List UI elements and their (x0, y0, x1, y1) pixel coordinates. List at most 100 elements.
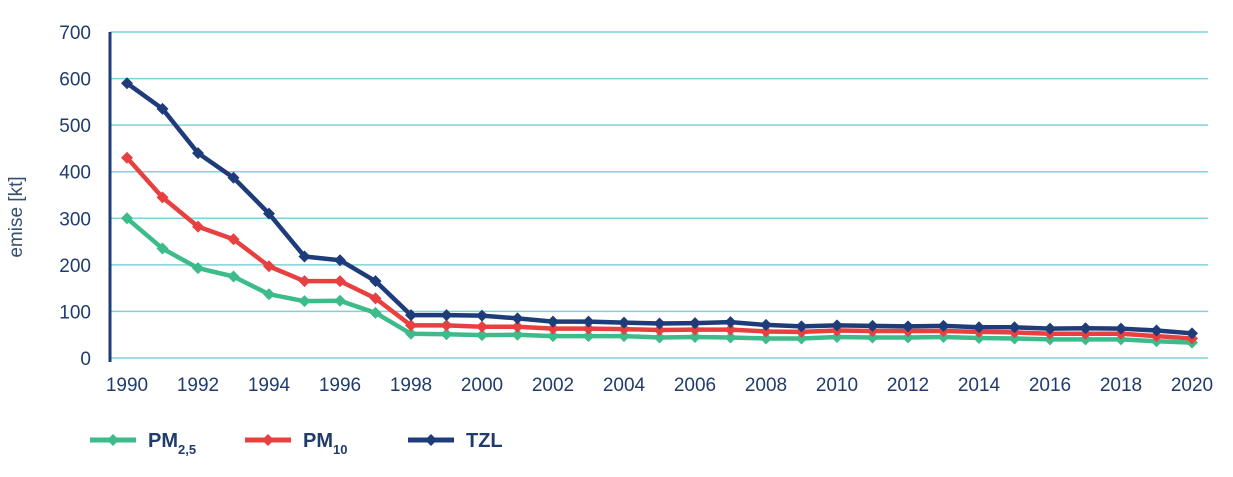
data-point (831, 331, 843, 344)
data-point (1115, 322, 1127, 335)
data-point (121, 212, 133, 225)
data-point (192, 262, 204, 275)
data-point (121, 77, 133, 90)
data-point (547, 322, 559, 335)
y-tick-label: 300 (59, 209, 91, 230)
data-point (937, 331, 950, 344)
data-point (689, 323, 701, 336)
y-tick-label: 200 (59, 256, 91, 277)
data-point (689, 317, 701, 330)
data-point (156, 102, 169, 115)
x-tick-label: 2012 (887, 375, 929, 396)
x-tick-label: 1992 (177, 375, 219, 396)
data-point (795, 320, 808, 333)
legend-item: PM10 (245, 430, 347, 457)
legend-label: TZL (466, 430, 503, 452)
data-point (866, 331, 879, 344)
data-point (405, 319, 417, 332)
y-tick-label: 100 (59, 302, 91, 323)
data-point (227, 171, 240, 184)
data-point (511, 328, 524, 341)
data-point (476, 320, 488, 333)
y-tick-label: 700 (59, 23, 91, 44)
data-point (192, 220, 204, 233)
data-point (298, 295, 311, 308)
data-point (405, 327, 417, 340)
data-point (937, 319, 950, 332)
series-lines (121, 77, 1198, 349)
data-point (547, 330, 559, 343)
data-point (156, 242, 169, 255)
data-point (724, 331, 737, 344)
data-point (298, 275, 311, 288)
x-tick-label: 2002 (532, 375, 574, 396)
data-point (156, 191, 169, 204)
data-point (334, 294, 346, 307)
legend-marker (262, 434, 274, 446)
data-point (369, 306, 382, 319)
data-point (227, 233, 240, 246)
data-point (121, 151, 133, 164)
y-axis-label: emise [kt] (6, 176, 27, 257)
data-point (511, 312, 524, 325)
data-point (1008, 332, 1021, 345)
legend-label: PM2,5 (148, 430, 196, 457)
data-point (653, 331, 666, 344)
data-point (369, 275, 382, 288)
data-point (1186, 327, 1198, 340)
x-tick-label: 1994 (248, 375, 291, 396)
data-point (227, 270, 240, 283)
x-axis-ticks: 1990 1992 1994 1996 1998 2000 2002 2004 2006 2008… (106, 375, 1213, 396)
data-point (1008, 321, 1021, 334)
data-point (476, 309, 488, 322)
data-point (440, 328, 453, 341)
data-point (582, 330, 595, 343)
data-point (831, 319, 843, 332)
data-point (973, 331, 985, 344)
data-point (263, 288, 275, 301)
series-pm10 (121, 151, 1198, 345)
y-axis-ticks: 0 100 200 300 400 500 600 700 (59, 23, 91, 370)
y-tick-label: 0 (80, 349, 91, 370)
legend-item: TZL (408, 430, 503, 452)
x-tick-label: 2016 (1029, 375, 1071, 396)
data-point (973, 321, 985, 334)
x-tick-label: 2018 (1100, 375, 1142, 396)
legend-item: PM2,5 (90, 430, 196, 457)
data-point (582, 322, 595, 335)
data-point (689, 331, 701, 344)
data-point (547, 315, 559, 328)
series-tzl (121, 77, 1198, 340)
data-point (369, 292, 382, 305)
data-point (618, 316, 630, 329)
data-point (902, 320, 914, 333)
legend-marker (107, 434, 119, 446)
data-point (405, 309, 417, 322)
grid-lines (110, 31, 1208, 359)
data-point (760, 318, 772, 331)
data-point (582, 315, 595, 328)
data-point (795, 332, 808, 345)
x-tick-label: 1996 (319, 375, 361, 396)
y-tick-label: 500 (59, 116, 91, 137)
x-tick-label: 2006 (674, 375, 716, 396)
x-tick-label: 2000 (461, 375, 503, 396)
data-point (724, 316, 737, 329)
data-point (866, 319, 879, 332)
data-point (440, 309, 453, 322)
y-tick-label: 400 (59, 163, 91, 184)
data-point (334, 254, 346, 267)
data-point (440, 319, 453, 332)
data-point (263, 260, 275, 273)
x-tick-label: 1998 (390, 375, 432, 396)
data-point (653, 324, 666, 337)
legend: PM2,5 PM10 TZL (90, 430, 503, 457)
x-tick-label: 2020 (1171, 375, 1213, 396)
y-tick-label: 600 (59, 70, 91, 91)
x-tick-label: 1990 (106, 375, 148, 396)
x-tick-label: 2004 (603, 375, 646, 396)
data-point (298, 250, 311, 263)
data-point (902, 331, 914, 344)
data-point (724, 323, 737, 336)
